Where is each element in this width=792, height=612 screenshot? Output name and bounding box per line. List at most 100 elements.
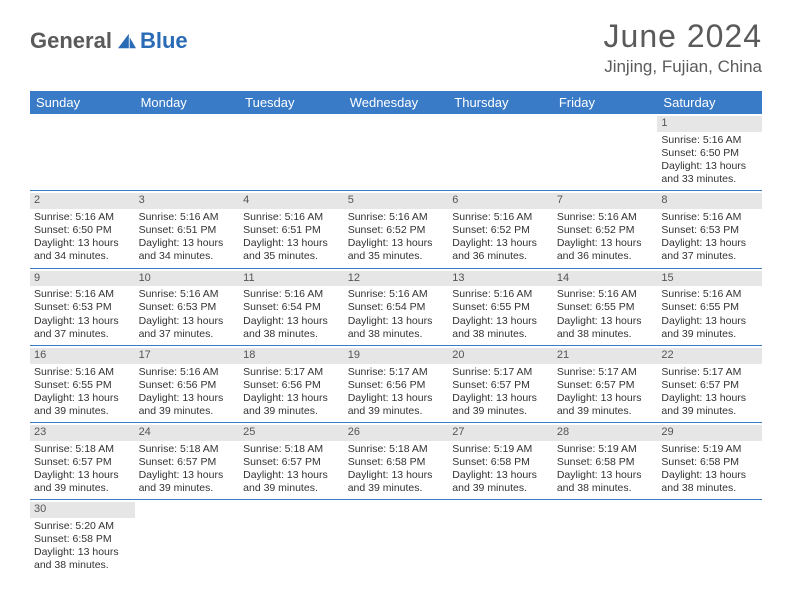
day-cell-empty: [344, 500, 449, 576]
day-cell: 27Sunrise: 5:19 AMSunset: 6:58 PMDayligh…: [448, 423, 553, 499]
sunset-line: Sunset: 6:57 PM: [557, 379, 654, 392]
day-cell: 29Sunrise: 5:19 AMSunset: 6:58 PMDayligh…: [657, 423, 762, 499]
sunrise-line: Sunrise: 5:16 AM: [452, 211, 549, 224]
sunset-line: Sunset: 6:52 PM: [452, 224, 549, 237]
sunset-line: Sunset: 6:58 PM: [557, 456, 654, 469]
day-cell-empty: [30, 114, 135, 190]
weekday-header: Thursday: [448, 91, 553, 114]
sunrise-line: Sunrise: 5:16 AM: [661, 134, 758, 147]
weekday-header: Saturday: [657, 91, 762, 114]
day-number: 5: [344, 193, 449, 209]
week-row: 23Sunrise: 5:18 AMSunset: 6:57 PMDayligh…: [30, 423, 762, 500]
day-cell: 3Sunrise: 5:16 AMSunset: 6:51 PMDaylight…: [135, 191, 240, 267]
day-number: 6: [448, 193, 553, 209]
daylight-line: Daylight: 13 hours and 39 minutes.: [34, 469, 131, 495]
sunrise-line: Sunrise: 5:19 AM: [661, 443, 758, 456]
day-cell: 19Sunrise: 5:17 AMSunset: 6:56 PMDayligh…: [344, 346, 449, 422]
day-number: 23: [30, 425, 135, 441]
sunrise-line: Sunrise: 5:18 AM: [348, 443, 445, 456]
week-row: 1Sunrise: 5:16 AMSunset: 6:50 PMDaylight…: [30, 114, 762, 191]
weekday-header: Tuesday: [239, 91, 344, 114]
daylight-line: Daylight: 13 hours and 39 minutes.: [139, 469, 236, 495]
day-number: 7: [553, 193, 658, 209]
day-number: 14: [553, 271, 658, 287]
weekday-header: Wednesday: [344, 91, 449, 114]
day-number: 30: [30, 502, 135, 518]
sunrise-line: Sunrise: 5:16 AM: [34, 211, 131, 224]
day-cell: 26Sunrise: 5:18 AMSunset: 6:58 PMDayligh…: [344, 423, 449, 499]
daylight-line: Daylight: 13 hours and 39 minutes.: [348, 392, 445, 418]
day-number: 19: [344, 348, 449, 364]
daylight-line: Daylight: 13 hours and 34 minutes.: [139, 237, 236, 263]
sunset-line: Sunset: 6:56 PM: [348, 379, 445, 392]
daylight-line: Daylight: 13 hours and 38 minutes.: [34, 546, 131, 572]
sunset-line: Sunset: 6:57 PM: [139, 456, 236, 469]
sunrise-line: Sunrise: 5:18 AM: [243, 443, 340, 456]
weekday-header: Monday: [135, 91, 240, 114]
day-cell-empty: [239, 500, 344, 576]
sunrise-line: Sunrise: 5:16 AM: [139, 366, 236, 379]
day-number: 17: [135, 348, 240, 364]
sunset-line: Sunset: 6:57 PM: [34, 456, 131, 469]
daylight-line: Daylight: 13 hours and 38 minutes.: [348, 315, 445, 341]
day-cell: 6Sunrise: 5:16 AMSunset: 6:52 PMDaylight…: [448, 191, 553, 267]
daylight-line: Daylight: 13 hours and 36 minutes.: [557, 237, 654, 263]
day-cell-empty: [135, 114, 240, 190]
sunrise-line: Sunrise: 5:16 AM: [139, 288, 236, 301]
day-cell-empty: [657, 500, 762, 576]
sunrise-line: Sunrise: 5:19 AM: [557, 443, 654, 456]
day-cell-empty: [239, 114, 344, 190]
day-number: 24: [135, 425, 240, 441]
day-cell: 14Sunrise: 5:16 AMSunset: 6:55 PMDayligh…: [553, 269, 658, 345]
day-cell-empty: [448, 500, 553, 576]
day-number: 16: [30, 348, 135, 364]
logo-text-general: General: [30, 28, 112, 54]
week-row: 16Sunrise: 5:16 AMSunset: 6:55 PMDayligh…: [30, 346, 762, 423]
location-label: Jinjing, Fujian, China: [604, 57, 762, 77]
title-block: June 2024 Jinjing, Fujian, China: [604, 18, 762, 77]
day-cell: 25Sunrise: 5:18 AMSunset: 6:57 PMDayligh…: [239, 423, 344, 499]
week-row: 30Sunrise: 5:20 AMSunset: 6:58 PMDayligh…: [30, 500, 762, 576]
sunrise-line: Sunrise: 5:16 AM: [557, 288, 654, 301]
day-number: 28: [553, 425, 658, 441]
logo-sail-icon: [116, 32, 138, 50]
sunset-line: Sunset: 6:53 PM: [661, 224, 758, 237]
day-number: 4: [239, 193, 344, 209]
sunrise-line: Sunrise: 5:18 AM: [34, 443, 131, 456]
sunset-line: Sunset: 6:54 PM: [243, 301, 340, 314]
month-title: June 2024: [604, 18, 762, 55]
day-cell: 21Sunrise: 5:17 AMSunset: 6:57 PMDayligh…: [553, 346, 658, 422]
daylight-line: Daylight: 13 hours and 38 minutes.: [557, 469, 654, 495]
day-cell: 22Sunrise: 5:17 AMSunset: 6:57 PMDayligh…: [657, 346, 762, 422]
weekday-header-row: Sunday Monday Tuesday Wednesday Thursday…: [30, 91, 762, 114]
day-number: 3: [135, 193, 240, 209]
daylight-line: Daylight: 13 hours and 39 minutes.: [34, 392, 131, 418]
sunrise-line: Sunrise: 5:16 AM: [243, 211, 340, 224]
weekday-header: Friday: [553, 91, 658, 114]
sunset-line: Sunset: 6:55 PM: [34, 379, 131, 392]
weeks-container: 1Sunrise: 5:16 AMSunset: 6:50 PMDaylight…: [30, 114, 762, 577]
sunset-line: Sunset: 6:51 PM: [139, 224, 236, 237]
day-cell-empty: [553, 500, 658, 576]
day-number: 12: [344, 271, 449, 287]
sunset-line: Sunset: 6:54 PM: [348, 301, 445, 314]
sunset-line: Sunset: 6:50 PM: [34, 224, 131, 237]
sunrise-line: Sunrise: 5:16 AM: [661, 288, 758, 301]
sunrise-line: Sunrise: 5:17 AM: [557, 366, 654, 379]
daylight-line: Daylight: 13 hours and 33 minutes.: [661, 160, 758, 186]
sunset-line: Sunset: 6:56 PM: [139, 379, 236, 392]
daylight-line: Daylight: 13 hours and 38 minutes.: [243, 315, 340, 341]
day-cell: 16Sunrise: 5:16 AMSunset: 6:55 PMDayligh…: [30, 346, 135, 422]
day-cell: 13Sunrise: 5:16 AMSunset: 6:55 PMDayligh…: [448, 269, 553, 345]
daylight-line: Daylight: 13 hours and 37 minutes.: [34, 315, 131, 341]
logo-text-blue: Blue: [140, 28, 188, 54]
daylight-line: Daylight: 13 hours and 37 minutes.: [661, 237, 758, 263]
daylight-line: Daylight: 13 hours and 38 minutes.: [557, 315, 654, 341]
daylight-line: Daylight: 13 hours and 39 minutes.: [661, 392, 758, 418]
day-number: 27: [448, 425, 553, 441]
sunrise-line: Sunrise: 5:17 AM: [661, 366, 758, 379]
sunset-line: Sunset: 6:57 PM: [661, 379, 758, 392]
daylight-line: Daylight: 13 hours and 39 minutes.: [661, 315, 758, 341]
sunrise-line: Sunrise: 5:16 AM: [452, 288, 549, 301]
sunset-line: Sunset: 6:57 PM: [243, 456, 340, 469]
